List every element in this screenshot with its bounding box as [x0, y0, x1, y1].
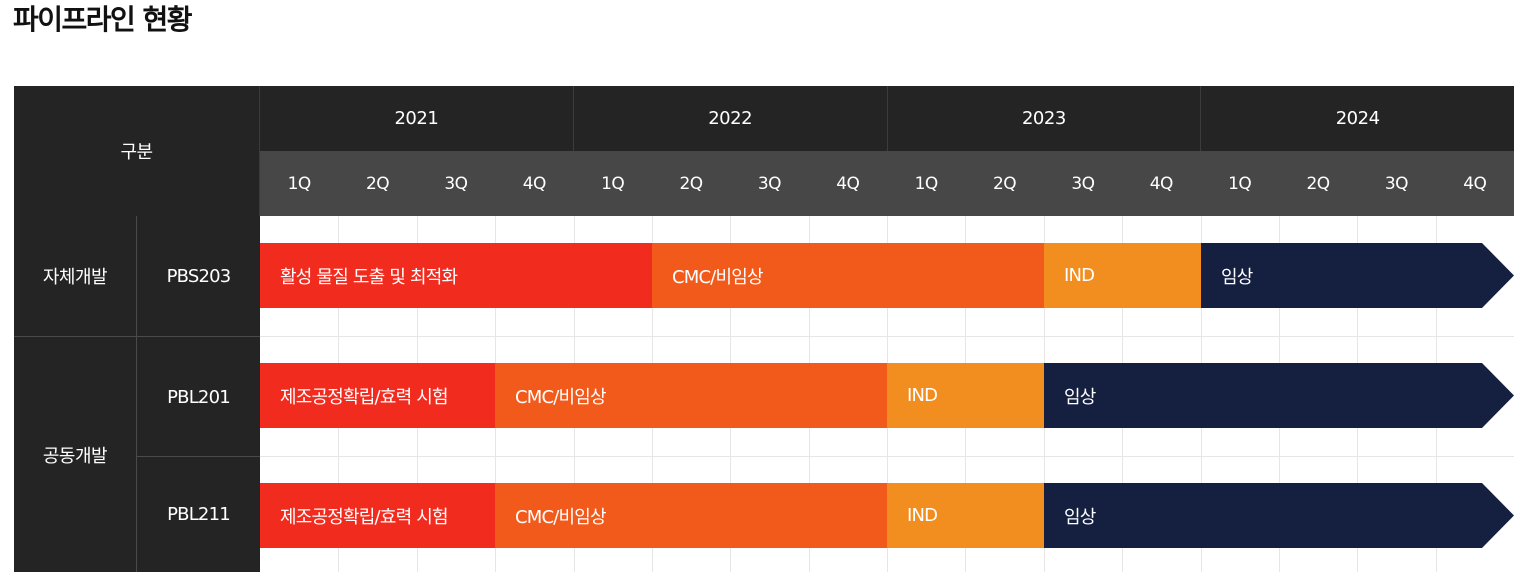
phase-bar: CMC/비임상 [495, 483, 887, 548]
quarter-header: 2Q [1306, 173, 1330, 194]
phase-bar: CMC/비임상 [495, 363, 887, 428]
year-header: 2022 [574, 86, 888, 151]
quarter-header: 3Q [444, 173, 468, 194]
pipeline-table: 구분 2021 2022 2023 2024 1Q 2Q 3Q 4Q 1Q 2Q… [14, 86, 1514, 572]
grid-line [260, 336, 1514, 337]
quarter-header: 3Q [1071, 173, 1095, 194]
quarter-header: 1Q [914, 173, 939, 194]
phase-bar: 활성 물질 도출 및 최적화 [260, 243, 652, 308]
quarter-header: 1Q [1228, 173, 1252, 194]
page-title: 파이프라인 현황 [13, 3, 193, 36]
quarter-header: 4Q [1149, 173, 1174, 194]
category-header: 구분 [14, 86, 260, 216]
group-label-in-house: 자체개발 [14, 216, 137, 336]
year-header: 2023 [888, 86, 1202, 151]
item-label-pbl201: PBL201 [167, 386, 231, 408]
phase-bar: CMC/비임상 [652, 243, 1044, 308]
phase-bar: IND [887, 483, 1044, 548]
row-labels: 자체개발 공동개발 PBS203 PBL201 PBL211 [14, 216, 260, 572]
row-divider [137, 456, 260, 457]
phase-bar: 제조공정확립/효력 시험 [260, 363, 495, 428]
row-divider [14, 336, 260, 337]
phase-bar: 임상 [1201, 243, 1514, 308]
quarter-header: 3Q [757, 173, 782, 194]
year-header: 2021 [260, 86, 574, 151]
quarter-header-row: 1Q 2Q 3Q 4Q 1Q 2Q 3Q 4Q 1Q 2Q 3Q 4Q 1Q 2… [260, 151, 1514, 216]
grid-line [260, 456, 1514, 457]
item-label-pbs203: PBS203 [166, 265, 232, 287]
phase-bar: IND [887, 363, 1044, 428]
phase-bar: 임상 [1044, 363, 1514, 428]
item-label-pbl211: PBL211 [167, 504, 231, 525]
quarter-header: 2Q [679, 173, 703, 194]
phase-bar: IND [1044, 243, 1201, 308]
quarter-header: 4Q [1463, 173, 1487, 194]
quarter-header: 3Q [1384, 173, 1409, 194]
quarter-header: 1Q [601, 173, 625, 194]
group-label-co-development: 공동개발 [14, 337, 137, 572]
timeline-grid: 활성 물질 도출 및 최적화 CMC/비임상 IND 임상 제조공정확립/효력 시험 CM… [260, 216, 1514, 572]
phase-bar: 임상 [1044, 483, 1514, 548]
quarter-header: 4Q [522, 173, 547, 194]
year-header-row: 2021 2022 2023 2024 [260, 86, 1514, 151]
phase-bar: 제조공정확립/효력 시험 [260, 483, 495, 548]
quarter-header: 2Q [992, 173, 1017, 194]
year-header: 2024 [1335, 108, 1380, 129]
quarter-header: 4Q [836, 173, 860, 194]
quarter-header: 1Q [287, 173, 312, 194]
quarter-header: 2Q [365, 173, 390, 194]
